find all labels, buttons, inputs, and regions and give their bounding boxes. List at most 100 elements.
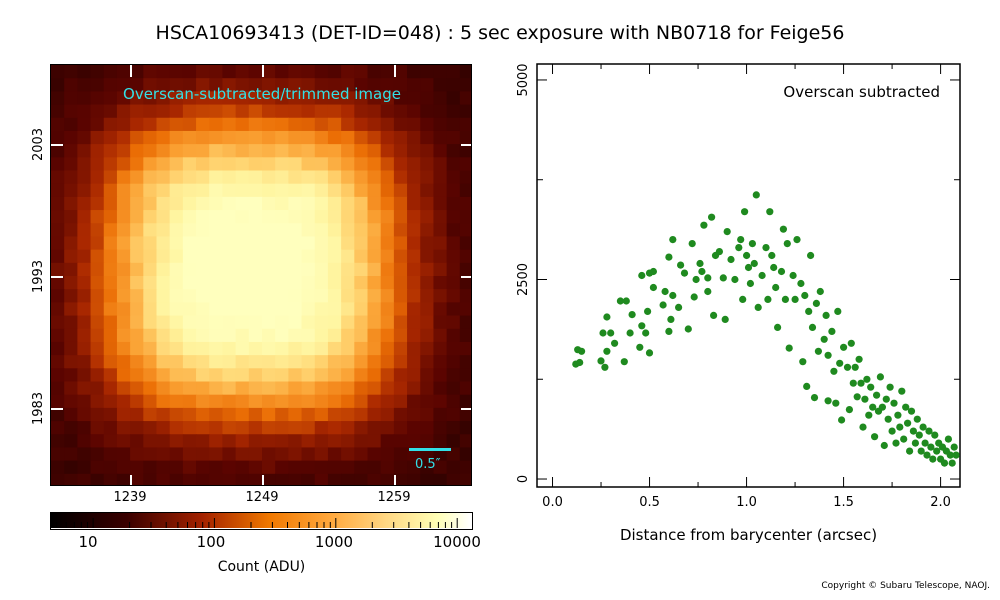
image-pixel: [380, 91, 395, 106]
image-pixel: [341, 315, 355, 330]
colorbar-title: Count (ADU): [217, 559, 306, 575]
image-pixel: [90, 249, 105, 264]
data-point: [622, 297, 630, 305]
image-pixel: [103, 196, 118, 211]
data-point: [628, 311, 636, 319]
data-point: [834, 307, 842, 315]
image-pixel: [235, 302, 250, 317]
image-pixel: [182, 447, 197, 462]
image-pixel: [433, 460, 448, 475]
image-pixel: [182, 130, 197, 145]
image-pixel: [314, 328, 329, 343]
image-pixel: [90, 78, 105, 92]
image-pixel: [209, 183, 224, 198]
data-point: [611, 339, 619, 347]
image-pixel: [367, 170, 382, 185]
image-pixel: [380, 355, 395, 369]
image-pixel: [248, 447, 263, 462]
image-pixel: [51, 302, 65, 317]
image-pixel: [90, 381, 105, 396]
data-point: [859, 423, 867, 431]
image-pixel: [235, 381, 250, 396]
image-ticks: [51, 65, 471, 485]
image-pixel: [64, 421, 78, 435]
image-pixel: [156, 65, 171, 79]
image-pixel: [301, 104, 316, 119]
image-pixel: [446, 355, 461, 369]
image-pixel: [262, 355, 276, 369]
scale-bar-label: 0.5″: [415, 457, 441, 472]
image-pixel: [327, 355, 342, 369]
image-pixel: [143, 223, 158, 238]
image-pixel: [169, 381, 184, 396]
image-pixel: [222, 368, 237, 383]
image-pixel: [433, 78, 448, 92]
image-pixel: [262, 249, 276, 264]
image-pixel: [143, 460, 158, 475]
image-pixel: [288, 262, 303, 277]
image-pixel: [248, 104, 263, 119]
image-pixel: [420, 223, 435, 238]
data-point: [805, 307, 813, 315]
image-pixel: [301, 236, 316, 251]
image-pixel: [380, 78, 395, 92]
image-pixel: [301, 183, 316, 198]
data-point: [836, 359, 844, 367]
image-pixel: [64, 289, 78, 303]
image-pixel: [169, 394, 184, 409]
data-point: [710, 311, 718, 319]
data-point: [665, 253, 673, 261]
image-pixel: [262, 328, 276, 343]
image-pixel: [248, 302, 263, 317]
image-pixel: [327, 91, 342, 106]
image-pixel: [143, 170, 158, 185]
image-pixel: [380, 262, 395, 277]
data-point: [929, 455, 937, 463]
data-point: [896, 423, 904, 431]
image-pixel: [169, 302, 184, 317]
image-pixel: [156, 144, 171, 158]
image-panel: Overscan-subtracted/trimmed image 0.5″: [50, 64, 472, 486]
data-point: [607, 329, 615, 337]
image-pixel: [235, 104, 250, 119]
image-pixel: [156, 381, 171, 396]
image-pixel: [459, 183, 471, 198]
image-pixel: [301, 407, 316, 422]
image-pixel: [156, 315, 171, 330]
image-pixel: [420, 236, 435, 251]
image-pixel: [143, 276, 158, 290]
image-pixel: [262, 183, 276, 198]
image-pixel: [222, 157, 237, 172]
image-pixel: [354, 315, 369, 330]
image-pixel: [446, 276, 461, 290]
image-pixel: [248, 157, 263, 172]
image-pixel: [262, 170, 276, 185]
image-pixel: [248, 394, 263, 409]
image-pixel: [433, 421, 448, 435]
image-pixel: [143, 262, 158, 277]
image-pixel: [182, 421, 197, 435]
image-pixel: [459, 196, 471, 211]
data-point: [727, 255, 735, 264]
image-pixel: [116, 460, 131, 475]
data-point: [931, 431, 939, 439]
image-pixel: [64, 276, 78, 290]
image-pixel: [459, 144, 471, 158]
image-pixel: [433, 368, 448, 383]
data-point: [708, 213, 716, 221]
image-pixel: [182, 144, 197, 158]
image-pixel: [130, 276, 144, 290]
image-pixel: [407, 381, 421, 396]
image-pixel: [196, 394, 210, 409]
image-pixel: [288, 170, 303, 185]
image-pixel: [407, 407, 421, 422]
image-pixel: [156, 91, 171, 106]
image-pixel: [116, 223, 131, 238]
image-pixel: [380, 276, 395, 290]
image-pixel: [169, 276, 184, 290]
image-pixel: [196, 355, 210, 369]
image-pixel: [380, 130, 395, 145]
image-pixel: [51, 196, 65, 211]
image-pixel: [314, 104, 329, 119]
